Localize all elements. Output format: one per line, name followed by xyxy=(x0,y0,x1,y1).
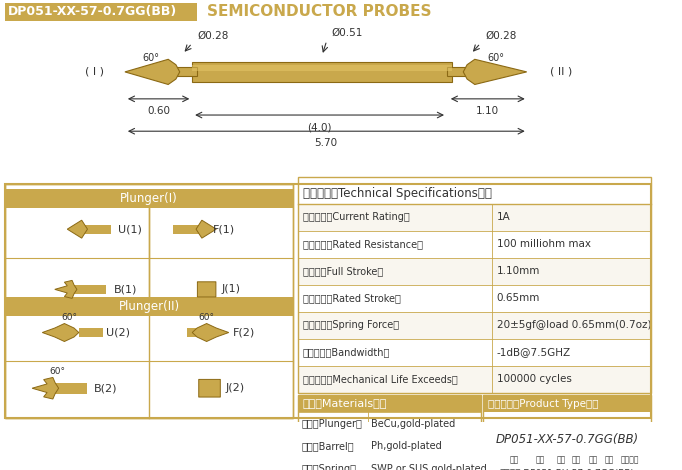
FancyBboxPatch shape xyxy=(5,3,197,21)
Text: DP051-XX-57-0.7GG(BB): DP051-XX-57-0.7GG(BB) xyxy=(495,433,638,446)
Bar xyxy=(484,394,651,413)
Text: 镀金: 镀金 xyxy=(605,455,614,465)
Text: 60°: 60° xyxy=(61,313,77,322)
Text: 弹力: 弹力 xyxy=(589,455,597,465)
Text: 1.10mm: 1.10mm xyxy=(496,266,540,276)
Text: 0.65mm: 0.65mm xyxy=(496,293,540,303)
Text: 满行程（Full Stroke）: 满行程（Full Stroke） xyxy=(303,266,383,276)
Text: 额定行程（Rated Stroke）: 额定行程（Rated Stroke） xyxy=(303,293,400,303)
Bar xyxy=(72,285,106,294)
FancyBboxPatch shape xyxy=(192,65,451,71)
Bar xyxy=(298,413,481,435)
Bar xyxy=(188,328,211,337)
Text: Plunger(I): Plunger(I) xyxy=(120,192,178,205)
Text: 频率带宽（Bandwidth）: 频率带宽（Bandwidth） xyxy=(303,347,390,357)
Polygon shape xyxy=(68,220,87,238)
Bar xyxy=(298,366,651,393)
Text: J(1): J(1) xyxy=(221,284,240,294)
Text: 测试寿命（Mechanical Life Exceeds）: 测试寿命（Mechanical Life Exceeds） xyxy=(303,374,458,384)
Bar xyxy=(298,435,481,457)
Text: 0.60: 0.60 xyxy=(147,106,170,116)
Text: 规格: 规格 xyxy=(536,455,545,465)
Text: Ø0.28: Ø0.28 xyxy=(197,31,228,40)
Text: 针头材质: 针头材质 xyxy=(621,455,639,465)
Polygon shape xyxy=(196,220,216,238)
Text: F(2): F(2) xyxy=(233,328,255,337)
Text: 额定电阻（Rated Resistance）: 额定电阻（Rated Resistance） xyxy=(303,239,423,250)
Text: 弹簧（Spring）: 弹簧（Spring） xyxy=(302,464,357,470)
Text: 额定弹力（Spring Force）: 额定弹力（Spring Force） xyxy=(303,321,399,330)
Text: F(1): F(1) xyxy=(213,224,235,234)
Text: 60°: 60° xyxy=(198,313,215,322)
Text: 1A: 1A xyxy=(496,212,511,222)
Text: 针头（Plunger）: 针头（Plunger） xyxy=(302,419,363,429)
Text: 60°: 60° xyxy=(143,53,160,63)
Bar xyxy=(298,312,651,339)
Text: (4.0): (4.0) xyxy=(307,122,331,132)
Text: Ph,gold-plated: Ph,gold-plated xyxy=(372,441,442,451)
Text: 订购举例:DP051-BU-57-0.7GG(BB): 订购举例:DP051-BU-57-0.7GG(BB) xyxy=(499,468,634,470)
Text: 100000 cycles: 100000 cycles xyxy=(496,374,572,384)
Bar xyxy=(79,328,103,337)
Polygon shape xyxy=(125,59,180,85)
FancyBboxPatch shape xyxy=(447,67,476,77)
Bar xyxy=(298,394,481,413)
Text: BeCu,gold-plated: BeCu,gold-plated xyxy=(372,419,456,429)
Text: Plunger(II): Plunger(II) xyxy=(119,300,179,313)
Bar xyxy=(5,184,651,418)
Bar xyxy=(298,231,651,258)
Text: 头型: 头型 xyxy=(557,455,566,465)
Text: Ø0.28: Ø0.28 xyxy=(486,31,517,40)
Text: 系列: 系列 xyxy=(510,455,519,465)
Bar xyxy=(484,394,651,470)
FancyBboxPatch shape xyxy=(168,67,197,77)
Text: 5.70: 5.70 xyxy=(314,138,338,149)
Text: J(2): J(2) xyxy=(226,383,245,393)
Polygon shape xyxy=(192,323,228,342)
Polygon shape xyxy=(32,377,59,399)
Text: B(2): B(2) xyxy=(94,383,118,393)
Text: 60°: 60° xyxy=(50,367,65,376)
Polygon shape xyxy=(463,59,527,85)
Text: U(2): U(2) xyxy=(106,328,130,337)
Text: -1dB@7.5GHZ: -1dB@7.5GHZ xyxy=(496,347,571,357)
Bar xyxy=(298,258,651,285)
Bar xyxy=(5,184,293,418)
Text: 针管（Barrel）: 针管（Barrel） xyxy=(302,441,355,451)
Bar xyxy=(5,297,293,316)
Text: B(1): B(1) xyxy=(113,284,137,294)
Text: DP051-XX-57-0.7GG(BB): DP051-XX-57-0.7GG(BB) xyxy=(8,5,177,18)
Text: ( II ): ( II ) xyxy=(550,67,572,77)
Bar xyxy=(298,204,651,231)
Text: Ø0.51: Ø0.51 xyxy=(331,28,363,38)
Bar xyxy=(5,189,293,209)
Text: 技术要求（Technical Specifications）：: 技术要求（Technical Specifications）： xyxy=(303,187,492,200)
FancyBboxPatch shape xyxy=(198,379,220,397)
Bar xyxy=(298,339,651,366)
Text: 成品型号（Product Type）：: 成品型号（Product Type）： xyxy=(488,399,599,408)
Text: 总长: 总长 xyxy=(572,455,580,465)
Text: U(1): U(1) xyxy=(118,224,142,234)
Text: 60°: 60° xyxy=(488,53,505,63)
Text: ( I ): ( I ) xyxy=(85,67,104,77)
Text: 20±5gf@load 0.65mm(0.7oz): 20±5gf@load 0.65mm(0.7oz) xyxy=(496,321,651,330)
Bar xyxy=(173,225,202,234)
Polygon shape xyxy=(42,323,79,342)
Text: SWP or SUS,gold-plated: SWP or SUS,gold-plated xyxy=(372,464,487,470)
Text: SEMICONDUCTOR PROBES: SEMICONDUCTOR PROBES xyxy=(207,4,431,19)
Polygon shape xyxy=(55,281,77,298)
Bar xyxy=(298,394,481,470)
Text: 额定电流（Current Rating）: 额定电流（Current Rating） xyxy=(303,212,409,222)
FancyBboxPatch shape xyxy=(192,62,451,82)
Text: 100 milliohm max: 100 milliohm max xyxy=(496,239,591,250)
Text: 1.10: 1.10 xyxy=(476,106,499,116)
FancyBboxPatch shape xyxy=(197,282,216,297)
Text: 材质（Materials）：: 材质（Materials）： xyxy=(303,399,387,408)
Bar xyxy=(82,225,110,234)
Bar xyxy=(298,285,651,312)
Bar xyxy=(5,184,293,418)
Bar xyxy=(298,457,481,470)
Bar xyxy=(53,383,87,393)
Bar xyxy=(298,177,651,393)
